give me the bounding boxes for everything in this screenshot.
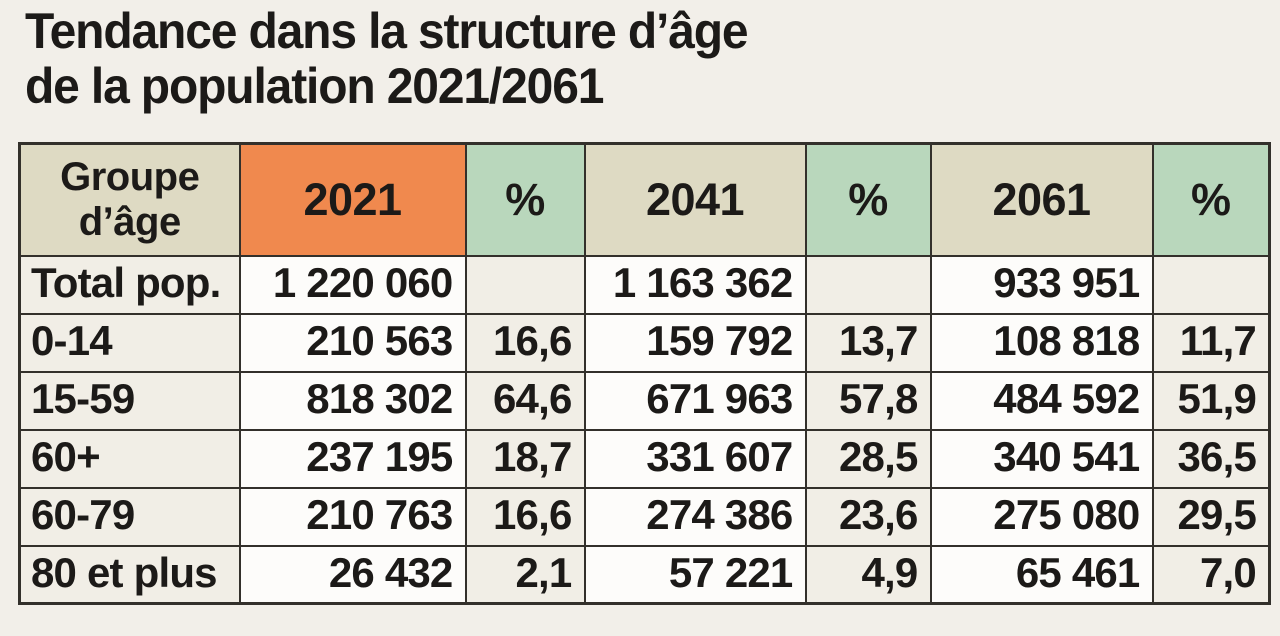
header-cell-groupe-dage: Groupe d’âge [18,142,241,257]
value-cell-pct-2061: 36,5 [1151,428,1271,489]
value-cell-2061: 340 541 [929,428,1154,489]
value-cell-pct-2061 [1151,254,1271,315]
value-cell-pct-2041: 57,8 [804,370,932,431]
table-row: 0-14 210 563 16,6 159 792 13,7 108 818 11,7 [18,312,1271,373]
age-structure-table: Groupe d’âge 2021% 2041% 2061% Total pop. 1 … [18,142,1271,605]
value-cell-2061: 65 461 [929,544,1154,605]
header-cell-pct-2021: % [464,142,586,257]
value-cell-pct-2021: 18,7 [464,428,586,489]
value-cell-pct-2041: 28,5 [804,428,932,489]
value-cell-2041: 671 963 [583,370,807,431]
row-label: 0-14 [18,312,241,373]
table-row: 15-59 818 302 64,6 671 963 57,8 484 592 51,9 [18,370,1271,431]
value-cell-pct-2021 [464,254,586,315]
value-cell-pct-2061: 29,5 [1151,486,1271,547]
value-cell-2021: 26 432 [238,544,467,605]
header-cell-2041: 2041 [583,142,807,257]
table-header-row: Groupe d’âge 2021% 2041% 2061% [18,142,1271,257]
value-cell-2021: 1 220 060 [238,254,467,315]
value-cell-2041: 159 792 [583,312,807,373]
value-cell-pct-2061: 51,9 [1151,370,1271,431]
value-cell-pct-2021: 2,1 [464,544,586,605]
value-cell-pct-2021: 64,6 [464,370,586,431]
row-label: 60+ [18,428,241,489]
row-label: 15-59 [18,370,241,431]
value-cell-2061: 108 818 [929,312,1154,373]
table-row: Total pop. 1 220 060 1 163 362 933 951 [18,254,1271,315]
header-cell-pct-2061: % [1151,142,1271,257]
header-cell-pct-2041: % [804,142,932,257]
value-cell-2061: 484 592 [929,370,1154,431]
value-cell-2021: 210 763 [238,486,467,547]
value-cell-2021: 237 195 [238,428,467,489]
table-row: 60-79 210 763 16,6 274 386 23,6 275 080 29,5 [18,486,1271,547]
value-cell-pct-2021: 16,6 [464,312,586,373]
row-label: 80 et plus [18,544,241,605]
value-cell-pct-2041 [804,254,932,315]
page-title: Tendance dans la structure d’âge de la po… [25,3,749,114]
value-cell-pct-2041: 4,9 [804,544,932,605]
value-cell-pct-2041: 13,7 [804,312,932,373]
title-line-1: Tendance dans la structure d’âge [25,3,749,59]
value-cell-2041: 1 163 362 [583,254,807,315]
value-cell-2041: 57 221 [583,544,807,605]
table-row: 60+ 237 195 18,7 331 607 28,5 340 541 36,5 [18,428,1271,489]
header-cell-2021: 2021 [238,142,467,257]
value-cell-2061: 275 080 [929,486,1154,547]
value-cell-pct-2041: 23,6 [804,486,932,547]
title-line-2: de la population 2021/2061 [25,58,604,114]
row-label: 60-79 [18,486,241,547]
value-cell-2021: 818 302 [238,370,467,431]
value-cell-2021: 210 563 [238,312,467,373]
value-cell-pct-2061: 11,7 [1151,312,1271,373]
value-cell-2041: 274 386 [583,486,807,547]
table-row: 80 et plus 26 432 2,1 57 221 4,9 65 461 7,0 [18,544,1271,605]
header-cell-2061: 2061 [929,142,1154,257]
value-cell-pct-2021: 16,6 [464,486,586,547]
value-cell-2041: 331 607 [583,428,807,489]
value-cell-pct-2061: 7,0 [1151,544,1271,605]
row-label: Total pop. [18,254,241,315]
value-cell-2061: 933 951 [929,254,1154,315]
